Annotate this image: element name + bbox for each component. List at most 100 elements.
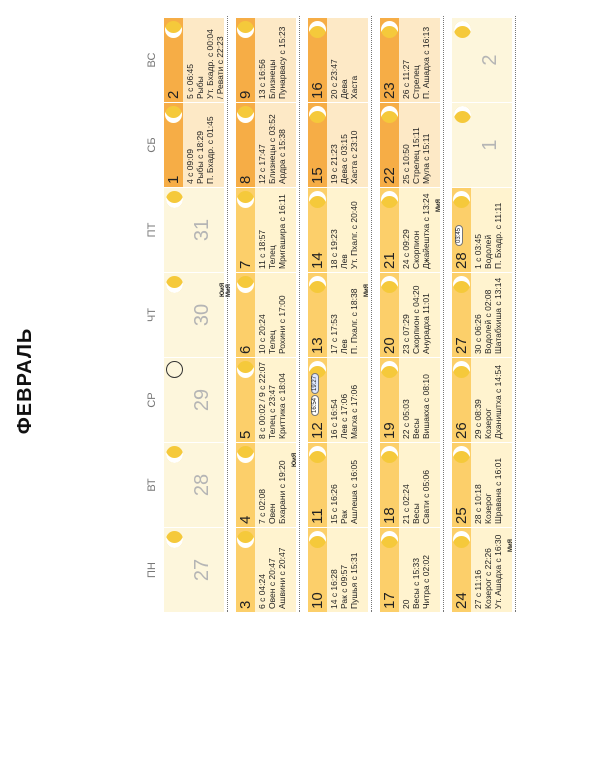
day-number: 24 xyxy=(453,592,470,609)
moon-phase-icon xyxy=(237,361,254,378)
day-cell[interactable]: 2 xyxy=(452,18,512,102)
day-cell[interactable]: 12 16 с 16:54 Лев с 17:06 Магха с 17:06 16:5… xyxy=(308,358,368,442)
day-cell[interactable]: 29 xyxy=(164,358,224,442)
detail-line: Рыбы с 18:29 xyxy=(195,130,205,184)
day-cell[interactable]: 9 13 с 16:56 Близнецы Пунарвасу с 15:23 xyxy=(236,18,296,102)
moon-phase-icon xyxy=(454,21,471,38)
day-cell[interactable]: 11 15 с 16:26 Рак Ашлеша с 16:05 xyxy=(308,443,368,527)
week-divider xyxy=(515,16,516,612)
detail-line: Стрелец xyxy=(411,65,421,99)
day-number: 6 xyxy=(237,345,254,354)
day-cell[interactable]: 15 19 с 21:23 Дева с 03:15 Хаста с 23:10 xyxy=(308,103,368,187)
day-number: 5 xyxy=(237,430,254,439)
moon-phase-icon xyxy=(165,106,182,123)
day-cell[interactable]: 7 11 с 18:57 Телец Мригашира с 16:11 xyxy=(236,188,296,272)
detail-line: Лев xyxy=(339,339,349,354)
day-number: 19 xyxy=(381,422,398,439)
day-cell[interactable]: 6 10 с 20:24 Телец Рохини с 17:00 xyxy=(236,273,296,357)
detail-line: Водолей с 02:08 xyxy=(483,289,493,354)
day-number: 15 xyxy=(309,167,326,184)
day-number: 2 xyxy=(479,54,501,66)
detail-line: 26 с 11:27 xyxy=(401,59,411,99)
detail-line: Скорпион с 04:20 xyxy=(411,285,421,354)
day-cell[interactable]: 18 21 с 02:24 Весы Свати с 05:06 xyxy=(380,443,440,527)
moon-phase-icon xyxy=(237,191,254,208)
calendar-grid: 27 28 29 30 31 1 4 с 09:09 Рыбы с 18:29 П. Бхадр… xyxy=(164,16,524,612)
day-details: 20 Весы с 15:33 Читра с 02:02 xyxy=(401,530,431,609)
day-number: 23 xyxy=(381,82,398,99)
detail-line: Ашлеша с 16:05 xyxy=(349,460,359,524)
day-cell[interactable]: 24 27 с 11:16 Козерог с 22:26 Ут. Ашадха с … xyxy=(452,528,512,612)
day-cell[interactable]: 23 26 с 11:27 Стрелец П. Ашадха с 16:13 xyxy=(380,18,440,102)
detail-line: П. Бхадр. с 01:45 xyxy=(205,116,215,184)
week-row: 24 27 с 11:16 Козерог с 22:26 Ут. Ашадха с … xyxy=(452,16,516,612)
day-header: ЧТ xyxy=(146,307,158,323)
detail-line: Овен с 20:47 xyxy=(267,558,277,609)
day-cell[interactable]: 28 xyxy=(164,443,224,527)
detail-line: 25 с 10:50 xyxy=(401,144,411,184)
detail-line: 29 с 08:39 xyxy=(473,399,483,439)
day-cell[interactable]: 16 20 с 23:47 Дева Хаста xyxy=(308,18,368,102)
day-cell[interactable]: 13 17 с 17:53 Лев П. Пхалг. с 18:38 xyxy=(308,273,368,357)
detail-line: Бхарани с 19:20 xyxy=(277,460,287,524)
day-number: 28 xyxy=(191,473,213,497)
detail-line: Рак xyxy=(339,510,349,524)
day-cell[interactable]: 10 14 с 16:28 Рак с 09:57 Пушья с 15:31 xyxy=(308,528,368,612)
day-cell[interactable]: 22 25 с 10:50 Стрелец 15:11 Мула с 15:11 xyxy=(380,103,440,187)
day-cell[interactable]: 28 1 с 03:45 Водолей П. Бхадр. с 11:11 03:45 xyxy=(452,188,512,272)
day-cell[interactable]: 21 24 с 09:29 Скорпион Джайештха с 13:24 xyxy=(380,188,440,272)
detail-line: Пунарвасу с 15:23 xyxy=(277,26,287,99)
moon-phase-icon xyxy=(453,191,470,208)
detail-line: Козерог xyxy=(483,408,493,439)
day-number: 1 xyxy=(479,139,501,151)
moon-phase-icon xyxy=(237,531,254,548)
day-cell[interactable]: 27 30 с 06:26 Водолей с 02:08 Шатабхиша с 1… xyxy=(452,273,512,357)
day-details: 11 с 18:57 Телец Мригашира с 16:11 xyxy=(257,190,287,269)
day-cell[interactable]: 19 22 с 05:03 Весы Вишакха с 08:10 xyxy=(380,358,440,442)
day-details: 13 с 16:56 Близнецы Пунарвасу с 15:23 xyxy=(257,20,287,99)
day-cell[interactable]: 20 23 с 07:29 Скорпион с 04:20 Анурадха 11:… xyxy=(380,273,440,357)
detail-line: Лев xyxy=(339,254,349,269)
week-divider xyxy=(443,16,444,612)
detail-line: 10 с 20:24 xyxy=(257,314,267,354)
day-cell[interactable]: 1 xyxy=(452,103,512,187)
moon-phase-icon xyxy=(237,21,254,38)
day-number: 12 xyxy=(309,422,326,439)
detail-line: Козерог xyxy=(483,493,493,524)
day-cell[interactable]: 31 xyxy=(164,188,224,272)
detail-line: / Ревати с 22:23 xyxy=(215,36,224,99)
day-cell[interactable]: 14 18 с 19:23 Лев Ут. Пхалг. с 20:40 xyxy=(308,188,368,272)
detail-line: 20 xyxy=(401,599,411,609)
day-number: 31 xyxy=(191,218,213,242)
detail-line: Дева xyxy=(339,79,349,99)
detail-line: Рохини с 17:00 xyxy=(277,295,287,354)
day-cell[interactable]: 30 xyxy=(164,273,224,357)
detail-line: Козерог с 22:26 xyxy=(483,548,493,609)
day-details: 7 с 02:08 Овен Бхарани с 19:20 xyxy=(257,445,287,524)
detail-line: Телец xyxy=(267,245,277,269)
day-cell[interactable]: 8 12 с 17:47 Близнецы с 03:52 Ардра с 15:38 xyxy=(236,103,296,187)
day-number: 9 xyxy=(237,90,254,99)
moon-phase-icon xyxy=(166,446,183,463)
day-number: 21 xyxy=(381,252,398,269)
day-number: 27 xyxy=(191,558,213,582)
detail-line: Шравана с 16:01 xyxy=(493,457,503,524)
day-cell[interactable]: 25 28 с 10:18 Козерог Шравана с 16:01 xyxy=(452,443,512,527)
detail-line: 20 с 23:47 xyxy=(329,59,339,99)
detail-line: 21 с 02:24 xyxy=(401,484,411,524)
detail-line: 17 с 17:53 xyxy=(329,314,339,354)
moon-phase-icon xyxy=(381,531,398,548)
detail-line: Ут. Пхалг. с 20:40 xyxy=(349,201,359,269)
day-number: 30 xyxy=(191,303,213,327)
moon-phase-icon xyxy=(237,446,254,463)
day-header: ПТ xyxy=(146,222,158,238)
day-cell[interactable]: 27 xyxy=(164,528,224,612)
day-cell[interactable]: 17 20 Весы с 15:33 Читра с 02:02 xyxy=(380,528,440,612)
day-number: 27 xyxy=(453,337,470,354)
day-cell[interactable]: 26 29 с 08:39 Козерог Дхаништха с 14:54 xyxy=(452,358,512,442)
